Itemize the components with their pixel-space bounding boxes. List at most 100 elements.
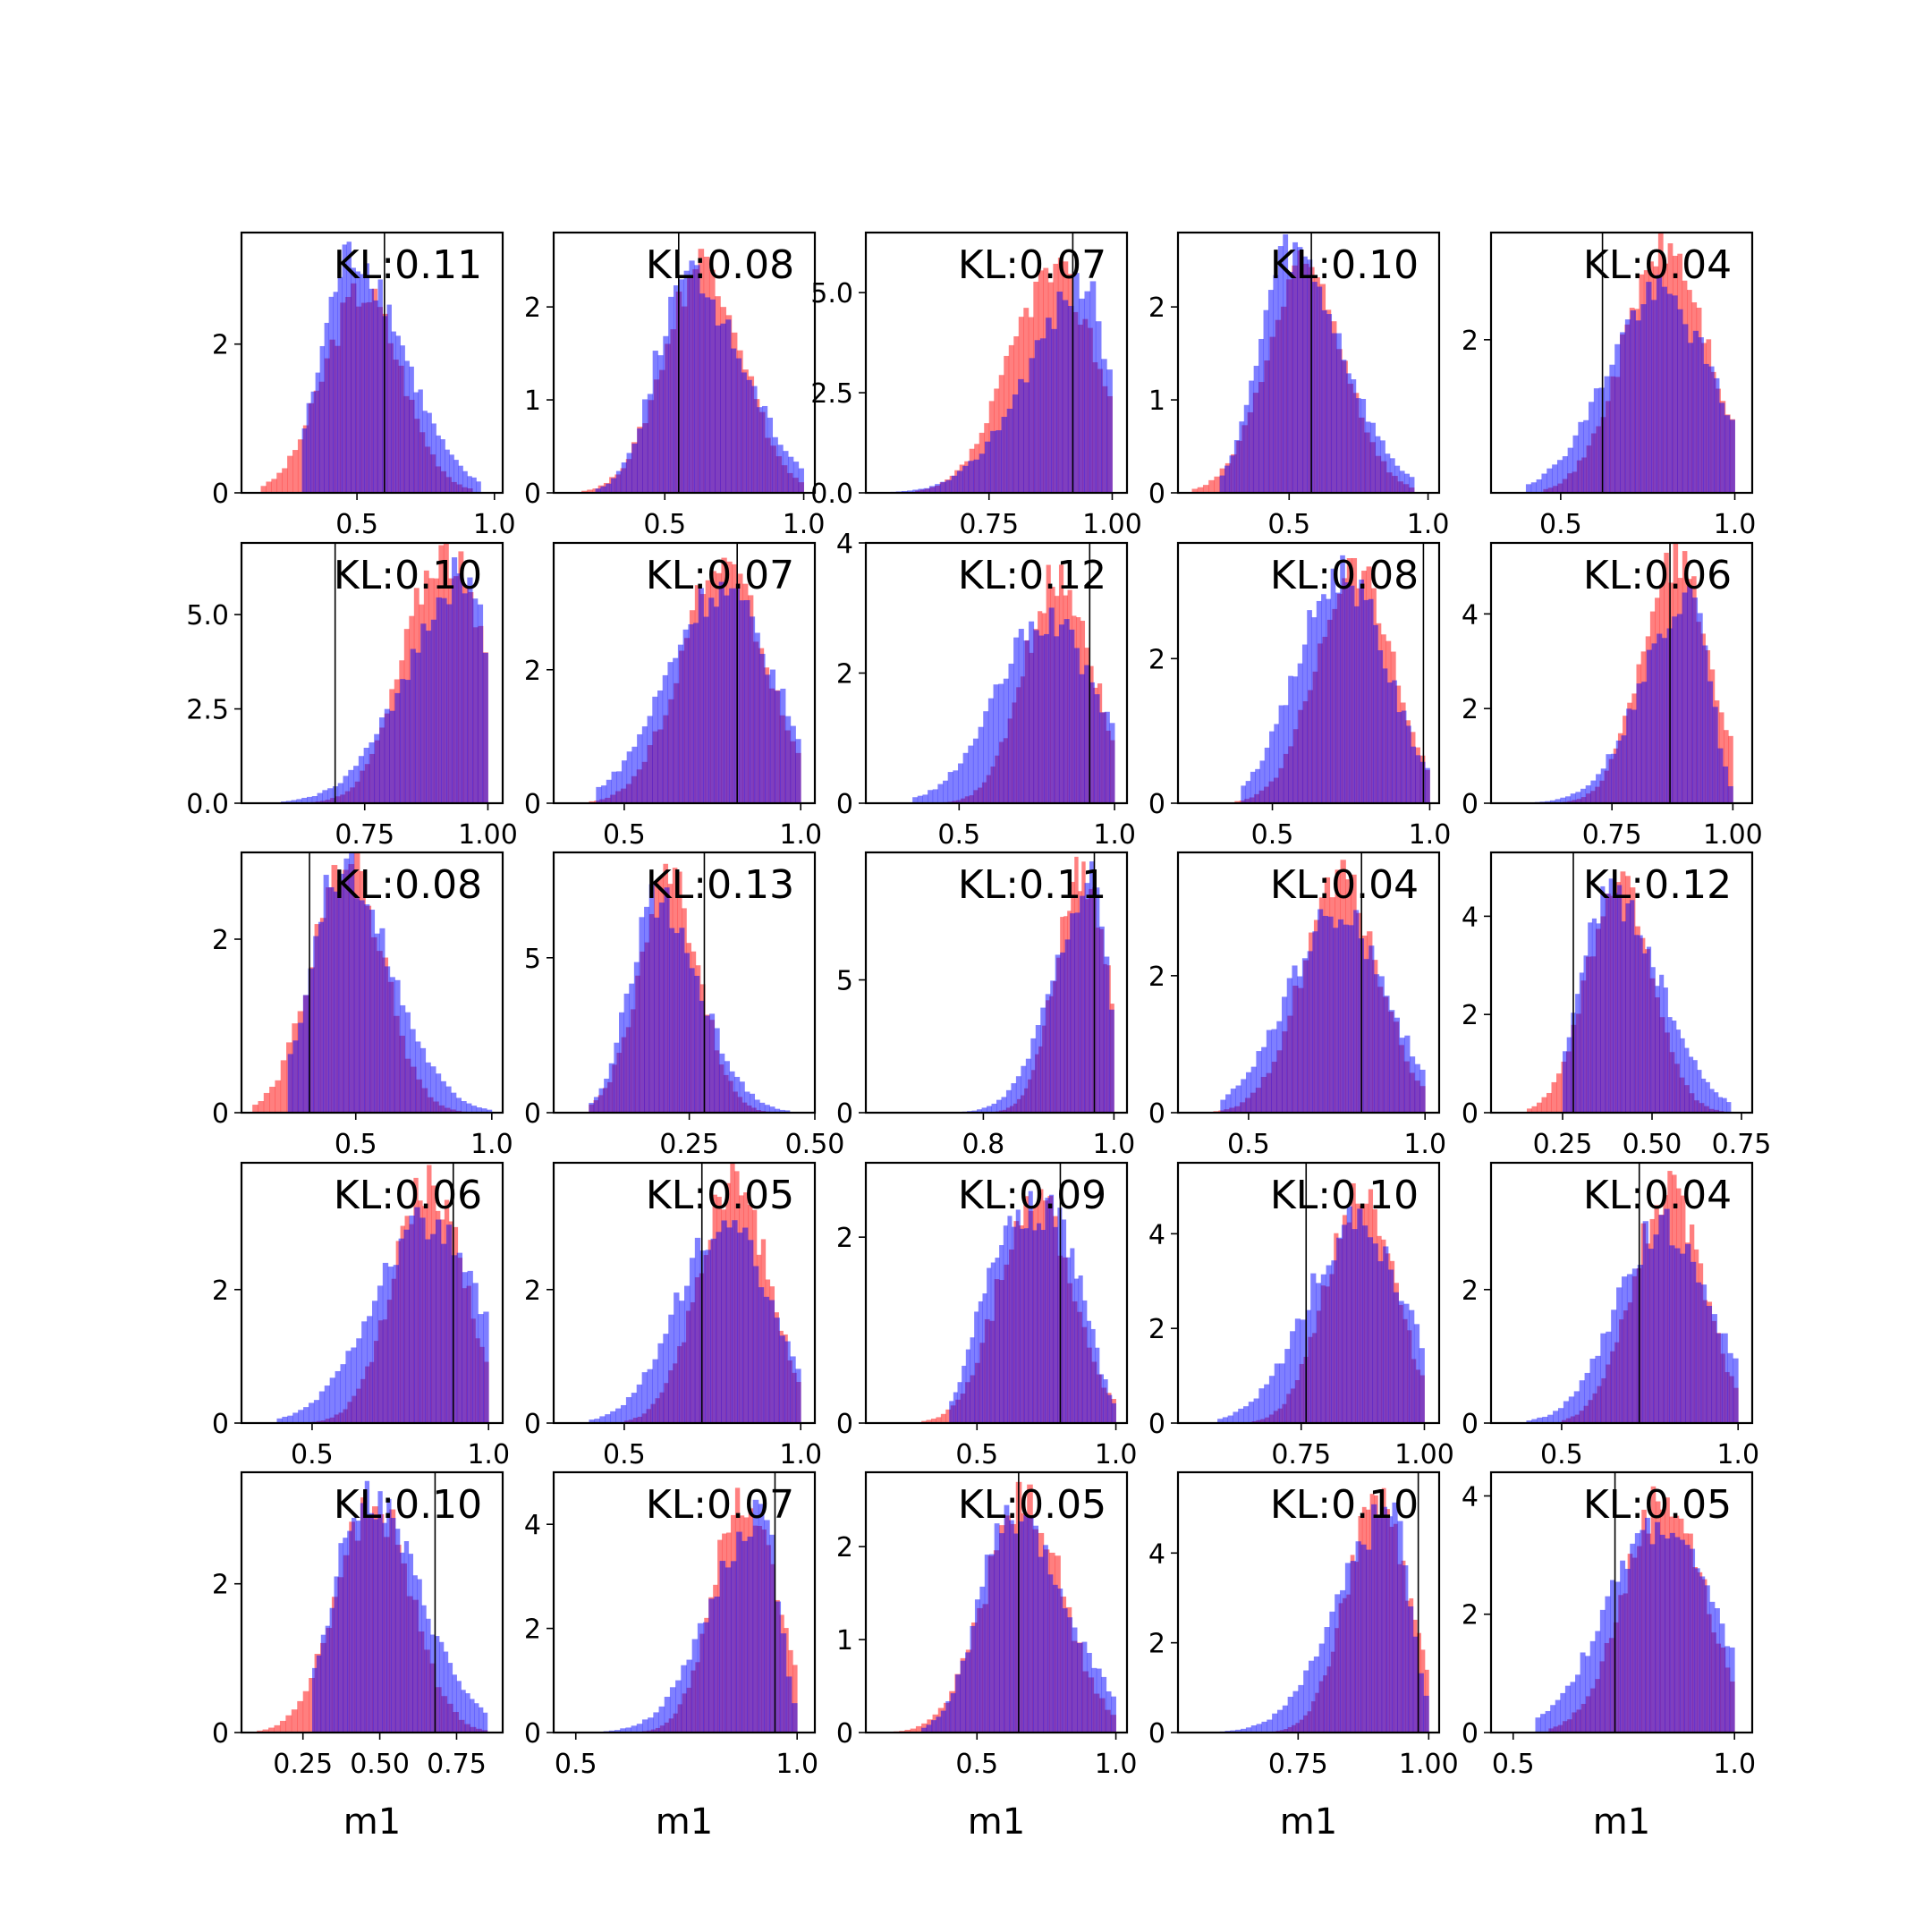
hist-bar-blue [637,733,643,803]
hist-bar-red [269,1087,275,1113]
kl-label: KL:0.08 [646,242,794,288]
hist-bar-blue [1282,1705,1289,1733]
hist-bar-blue [436,1073,442,1113]
y-tick-label: 0 [524,479,541,510]
hist-bar-blue [625,1727,632,1733]
hist-bar-blue [1054,636,1060,803]
hist-bar-blue [730,1561,737,1733]
hist-bar-blue [1609,364,1615,493]
subplot-r2-c4: 0 2 4 0.25 0.50 0.75 KL:0.12 [1462,851,1772,1160]
hist-bar-blue [1274,1363,1280,1423]
hist-bar-blue [1073,273,1080,493]
hist-bar-blue [1255,768,1260,803]
hist-bar-blue [642,399,648,493]
hist-bar-blue [377,1491,383,1733]
hist-bar-blue [338,873,344,1113]
subplot-r1-c1: 0 2 0.5 1.0 KL:0.07 [524,541,822,851]
hist-bar-blue [785,1676,792,1733]
hist-bar-blue [724,1061,730,1113]
hist-bar-blue [452,1674,457,1733]
hist-bar-blue [1583,955,1589,1113]
hist-bar-blue [1724,415,1731,493]
hist-bar-blue [795,1368,801,1423]
hist-bar-blue [320,1634,326,1733]
hist-bar-blue [421,1605,427,1733]
x-tick-label: 0.5 [603,819,646,851]
hist-bar-blue [329,1377,335,1423]
hist-bar-blue [611,478,617,493]
hist-bar-blue [1394,465,1401,493]
hist-bar-blue [759,654,766,803]
hist-bar-blue [1605,1596,1611,1733]
hist-bar-blue [780,1633,787,1733]
hist-bar-blue [1409,1309,1415,1423]
hist-bar-blue [1692,330,1699,493]
hist-bar-blue [1570,793,1576,803]
y-tick-label: 1 [836,1625,853,1657]
hist-bar-blue [391,331,396,493]
hist-bar-blue [616,771,623,803]
y-tick-label: 0 [524,1409,541,1440]
kl-label: KL:0.06 [334,1173,482,1218]
hist-bar-blue [1305,1309,1311,1423]
hist-bar-blue [931,1720,936,1733]
hist-bar-blue [922,794,928,803]
hist-bar-blue [347,1530,352,1733]
hist-bar-blue [1287,1696,1293,1733]
hist-bar-blue [1326,314,1333,493]
hist-bar-blue [419,1217,426,1423]
axes-frame [1489,851,1754,1114]
hist-bar-red [940,1413,946,1423]
hist-bar-blue [1555,799,1561,803]
hist-bar-blue [1566,1037,1572,1113]
hist-bar-blue [1604,376,1610,493]
hist-bar-blue [1028,1517,1034,1733]
hist-bar-blue [1727,786,1733,803]
x-tick-label: 0.75 [1712,1129,1772,1160]
hist-bar-blue [1367,1237,1374,1423]
hist-bar-red [266,481,272,493]
x-tick-label: 1.0 [1093,819,1136,851]
hist-bar-blue [1410,1056,1416,1113]
hist-bar-blue [1038,1556,1044,1733]
hist-bar-red [282,468,288,493]
hist-bar-blue [1329,1611,1335,1733]
y-tick-label: 2 [524,1275,541,1307]
hist-bar-blue [1722,1333,1728,1423]
x-tick-label: 0.50 [350,1749,410,1780]
hist-bar-blue [1589,1640,1596,1733]
x-tick-label: 1.0 [1403,1129,1446,1160]
subplot-r4-c0: 0 2 0.25 0.50 0.75 KL:0.10 m1 [212,1470,504,1843]
hist-bar-blue [482,652,488,803]
hist-bar-blue [1044,633,1050,803]
hist-bar-blue [678,279,685,493]
hist-bar-blue [699,293,706,493]
hist-bar-blue [673,657,679,803]
hist-bar-blue [669,928,675,1113]
hist-bar-blue [276,1418,283,1423]
hist-bar-blue [1396,712,1402,803]
hist-bar-blue [979,1586,986,1733]
axes-frame [240,1470,504,1734]
hist-bar-blue [1389,458,1395,493]
kl-label: KL:0.12 [958,553,1106,598]
hist-bar-blue [1633,935,1639,1113]
hist-bar-blue [629,983,635,1113]
hist-bar-blue [1352,1229,1358,1423]
hist-bar-blue [744,1091,750,1113]
hist-bar-blue [720,323,726,493]
subplot-r4-c1: 0 2 4 0.5 1.0 KL:0.07 m1 [524,1470,818,1843]
hist-bar-blue [1317,286,1323,493]
hist-bar-blue [292,1412,299,1423]
y-tick-label: 2 [1148,292,1165,324]
hist-bar-blue [1307,610,1312,803]
x-tick-label: 0.75 [1582,819,1642,851]
x-tick-label: 1.0 [783,509,826,540]
subplot-r2-c0: 0 2 0.5 1.0 KL:0.08 [212,851,513,1160]
hist-bar-blue [1301,644,1308,803]
hist-bar-blue [389,977,395,1113]
hist-bar-blue [1062,1219,1067,1423]
hist-bar-blue [798,468,804,493]
hist-bar-blue [984,441,991,493]
